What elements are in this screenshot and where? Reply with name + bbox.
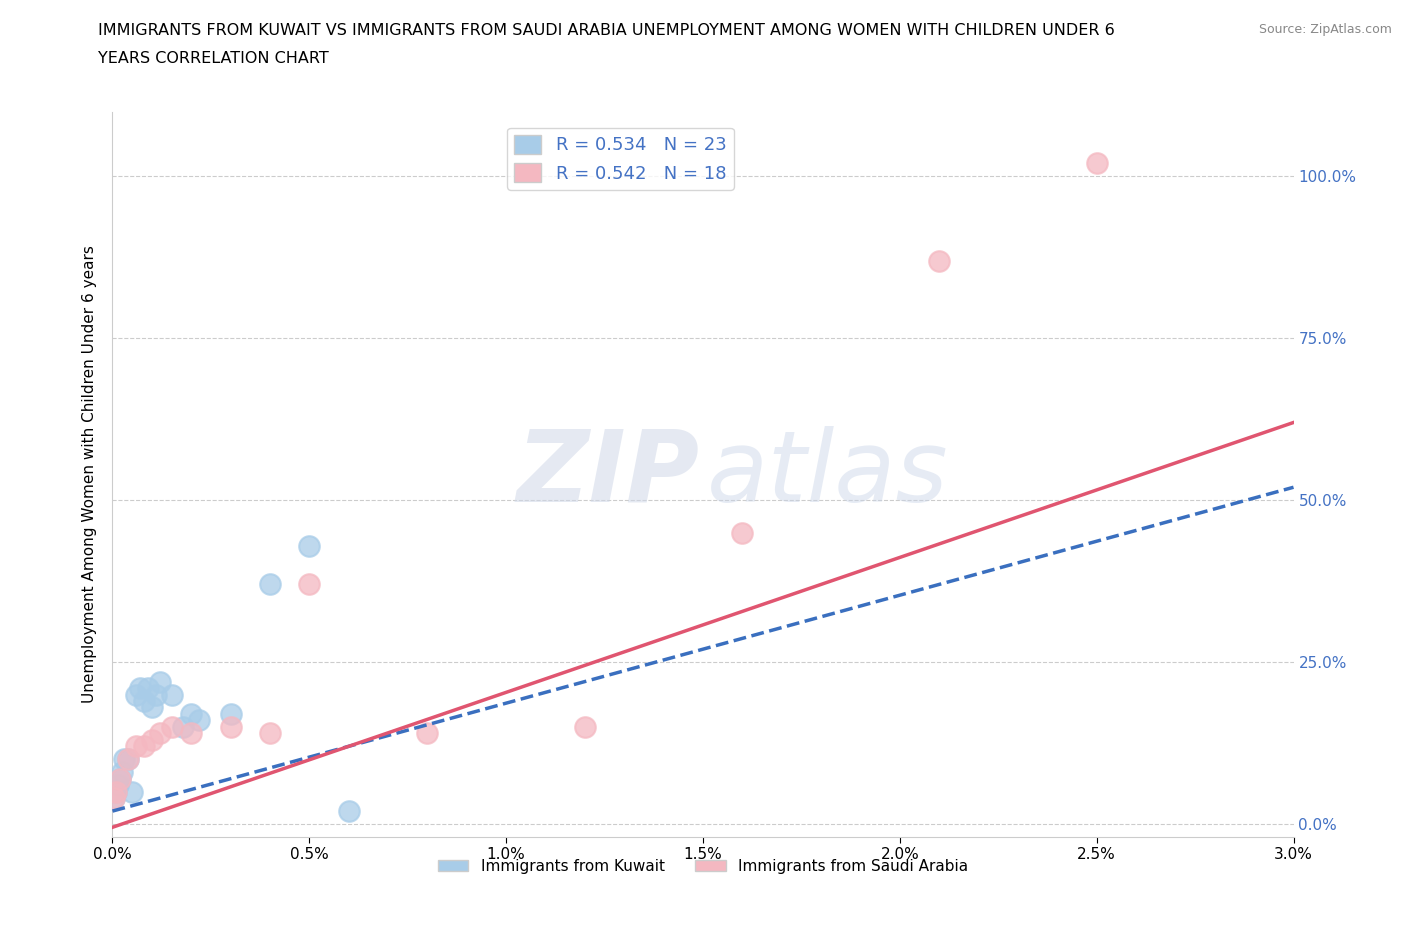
Point [129, 681, 152, 696]
Text: YEARS CORRELATION CHART: YEARS CORRELATION CHART [98, 51, 329, 66]
Point [188, 713, 211, 728]
Point [298, 538, 321, 553]
Point [298, 577, 321, 591]
Point [149, 674, 172, 689]
Point [160, 720, 183, 735]
Point [117, 751, 139, 766]
Point [110, 771, 132, 786]
Point [172, 720, 194, 735]
Point [111, 764, 134, 779]
Point [1085, 156, 1108, 171]
Point [337, 804, 360, 818]
Point [136, 681, 159, 696]
Point [117, 751, 139, 766]
Point [180, 726, 202, 741]
Legend: Immigrants from Kuwait, Immigrants from Saudi Arabia: Immigrants from Kuwait, Immigrants from … [432, 853, 974, 880]
Point [103, 790, 125, 805]
Point [731, 525, 754, 540]
Point [219, 707, 242, 722]
Point [132, 738, 155, 753]
Point [149, 726, 172, 741]
Point [145, 687, 167, 702]
Point [132, 694, 155, 709]
Point [103, 790, 125, 805]
Point [141, 700, 163, 715]
Point [416, 726, 439, 741]
Text: IMMIGRANTS FROM KUWAIT VS IMMIGRANTS FROM SAUDI ARABIA UNEMPLOYMENT AMONG WOMEN : IMMIGRANTS FROM KUWAIT VS IMMIGRANTS FRO… [98, 23, 1115, 38]
Point [110, 771, 132, 786]
Point [105, 784, 128, 799]
Point [928, 253, 950, 268]
Point [121, 784, 143, 799]
Point [125, 738, 148, 753]
Point [180, 707, 202, 722]
Text: Source: ZipAtlas.com: Source: ZipAtlas.com [1258, 23, 1392, 36]
Text: ZIP: ZIP [516, 426, 699, 523]
Point [125, 687, 148, 702]
Point [160, 687, 183, 702]
Point [259, 577, 281, 591]
Point [107, 777, 129, 792]
Point [141, 733, 163, 748]
Text: atlas: atlas [707, 426, 948, 523]
Point [219, 720, 242, 735]
Point [574, 720, 596, 735]
Point [259, 726, 281, 741]
Point [105, 784, 128, 799]
Y-axis label: Unemployment Among Women with Children Under 6 years: Unemployment Among Women with Children U… [82, 246, 97, 703]
Point [112, 751, 135, 766]
